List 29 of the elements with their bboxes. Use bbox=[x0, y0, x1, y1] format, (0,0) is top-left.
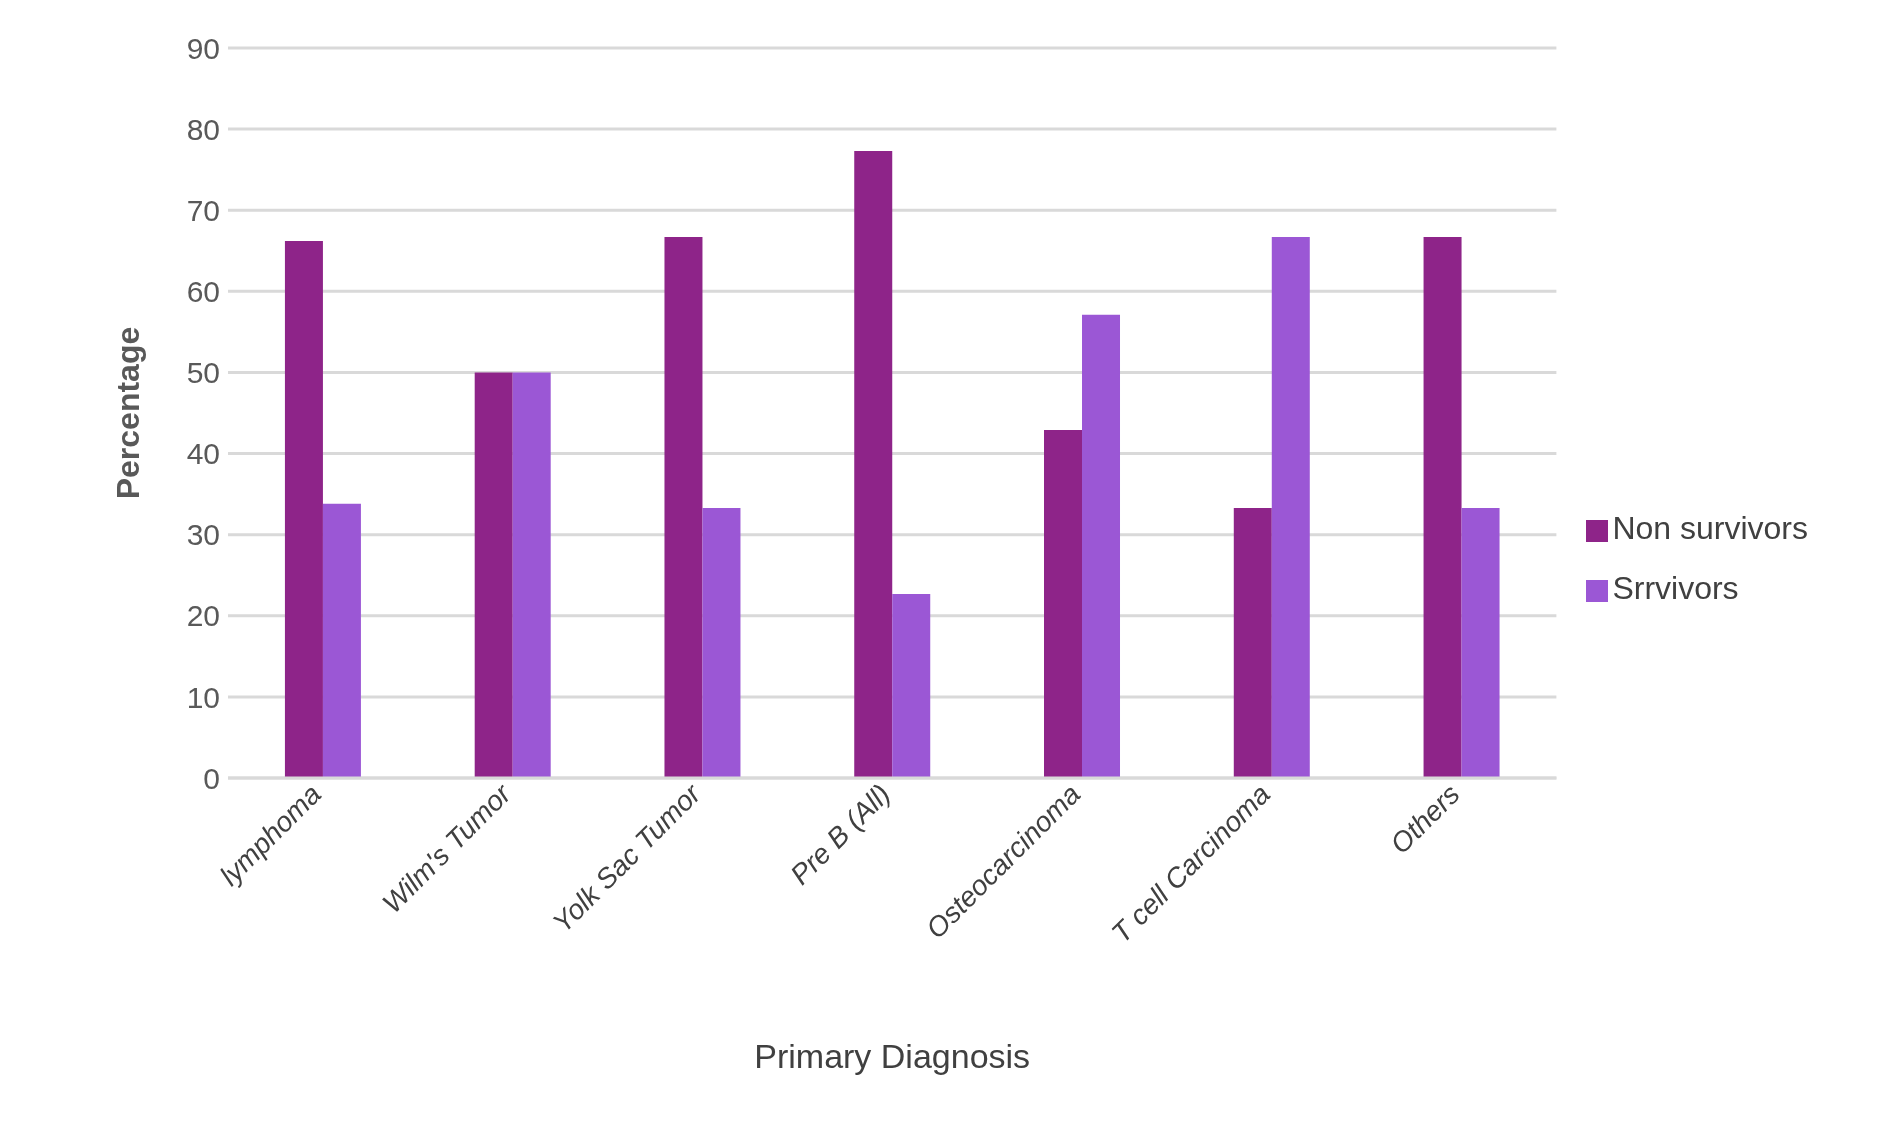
bar bbox=[1044, 430, 1083, 778]
y-tick-label: 40 bbox=[186, 437, 220, 471]
y-tick-label: 30 bbox=[186, 518, 220, 552]
y-tick-label: 90 bbox=[186, 31, 220, 65]
legend-label: Non survivors bbox=[1612, 510, 1808, 546]
bar bbox=[474, 372, 513, 778]
bar bbox=[284, 241, 323, 778]
bar bbox=[1461, 507, 1500, 778]
bar bbox=[1423, 236, 1462, 778]
bar bbox=[854, 151, 893, 778]
bar bbox=[322, 503, 361, 778]
bar bbox=[1082, 314, 1121, 778]
bar bbox=[892, 593, 931, 778]
y-tick-label: 50 bbox=[186, 356, 220, 390]
x-tick-label: Pre B (All) bbox=[784, 778, 897, 891]
bar bbox=[664, 236, 703, 778]
bar bbox=[1233, 507, 1272, 778]
y-tick-label: 80 bbox=[186, 112, 220, 146]
bar bbox=[702, 507, 741, 778]
bar bbox=[1271, 236, 1310, 778]
y-tick-label: 70 bbox=[186, 193, 220, 227]
y-tick-label: 0 bbox=[203, 761, 220, 795]
y-tick-label: 60 bbox=[186, 274, 220, 308]
bar bbox=[512, 372, 551, 778]
x-axis-title: Primary Diagnosis bbox=[754, 1037, 1031, 1075]
y-tick-label: 10 bbox=[186, 680, 220, 714]
y-axis-title: Percentage bbox=[110, 326, 147, 500]
legend-label: Srrvivors bbox=[1612, 570, 1739, 606]
y-tick-label: 20 bbox=[186, 599, 220, 633]
